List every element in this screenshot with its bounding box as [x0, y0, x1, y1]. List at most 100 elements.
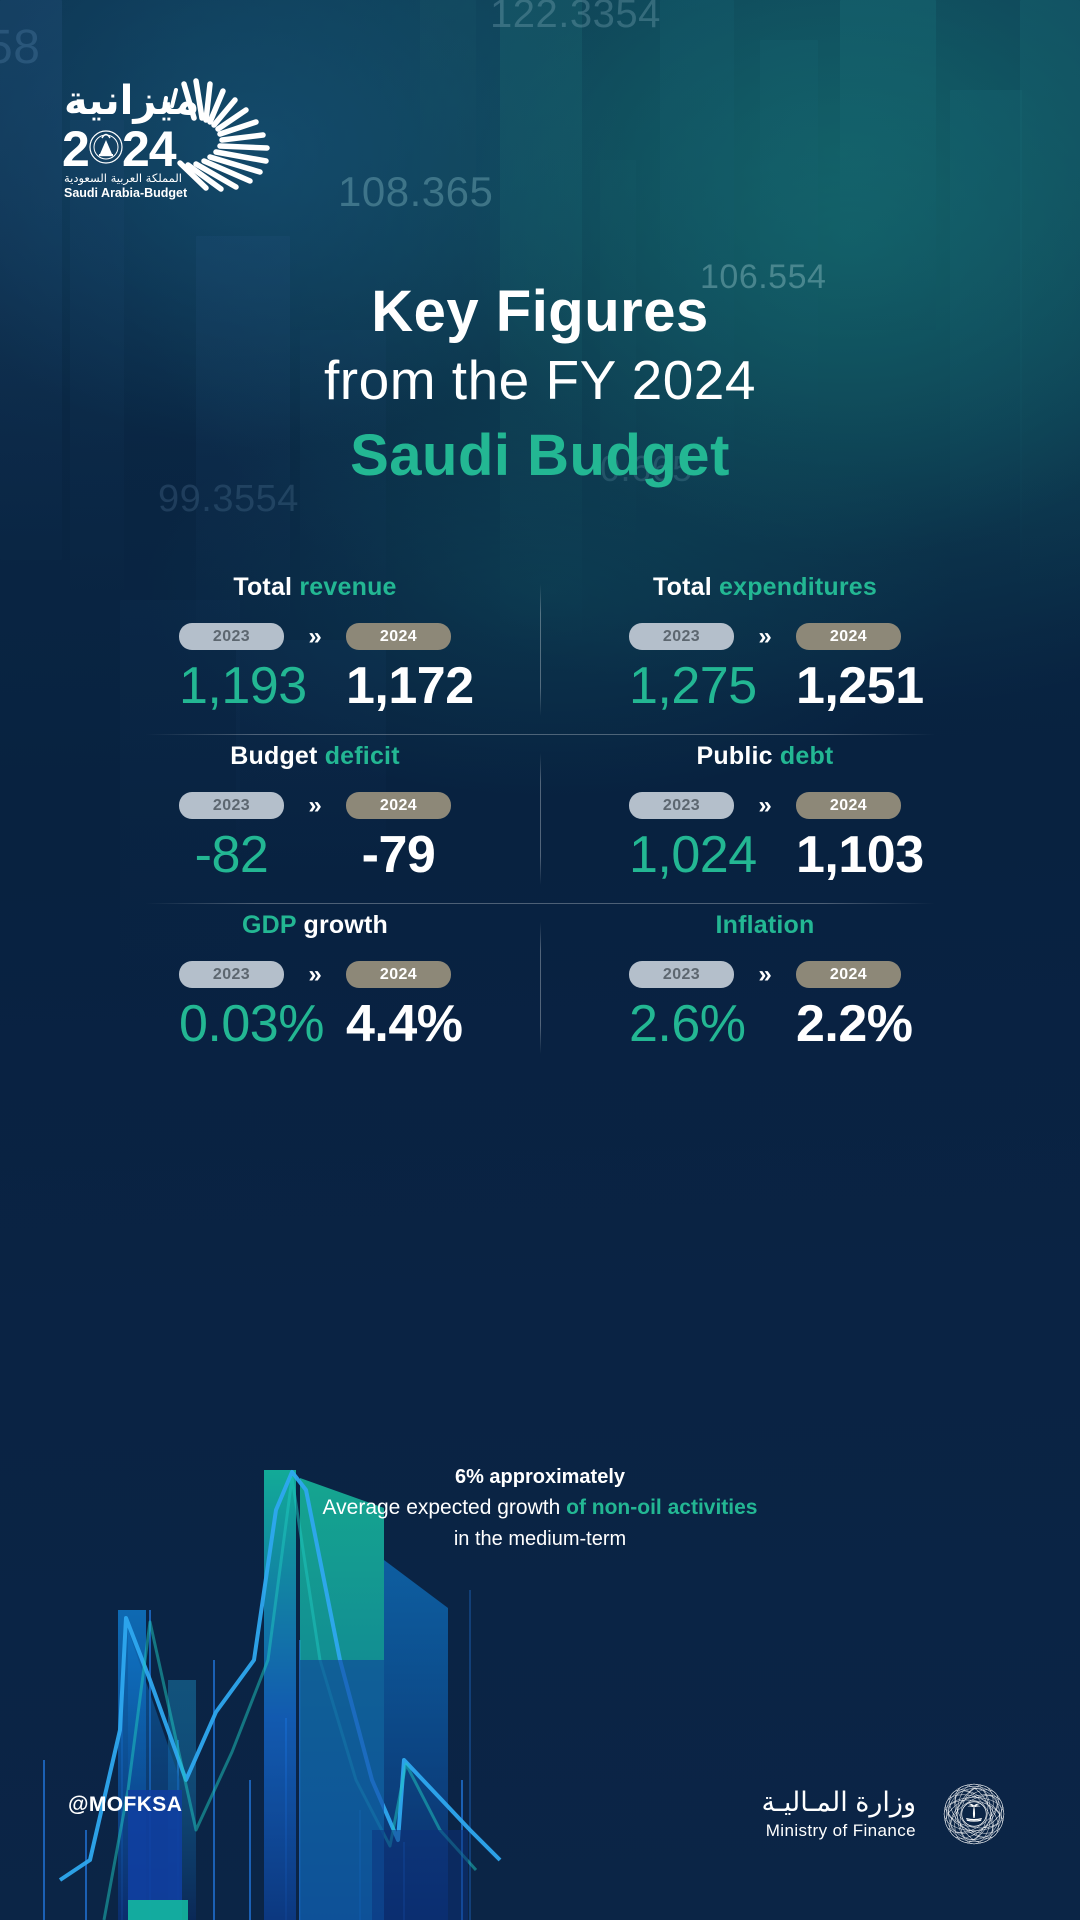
ministry-logo-text: وزارة المـاليـة Ministry of Finance [762, 1785, 917, 1843]
metric-title-highlight: deficit [324, 742, 400, 770]
svg-text:المملكة العربية السعودية: المملكة العربية السعودية [64, 171, 182, 186]
year-pill-current: 2024 [796, 792, 901, 819]
metric-value-previous: -82 [194, 826, 269, 884]
saudi-emblem-icon [966, 1803, 982, 1822]
metric-value-current: 4.4% [346, 995, 463, 1053]
metric-value-current: 1,251 [796, 657, 924, 715]
metric-year-pills: 2023 » 2024 [90, 623, 540, 650]
year-pill-current: 2024 [346, 961, 451, 988]
metric-value-current: -79 [361, 826, 436, 884]
saudi-budget-2024-logo: ميزانية 2 24 [60, 62, 290, 202]
year-pill-previous: 2023 [629, 623, 734, 650]
metric-title-highlight: GDP [242, 911, 297, 939]
metric-year-pills: 2023 » 2024 [540, 792, 990, 819]
metric-year-pills: 2023 » 2024 [90, 792, 540, 819]
metric-year-pills: 2023 » 2024 [540, 623, 990, 650]
decorative-bottom-chart [43, 1470, 502, 1920]
column-divider [540, 922, 541, 1054]
year-pill-current: 2024 [796, 623, 901, 650]
metric-title: Total expenditures [540, 566, 990, 608]
metric-value-previous: 1,024 [629, 826, 757, 884]
metric-card: Total revenue 2023 » 2024 1,193 1,172 [90, 566, 540, 734]
chevron-right-icon: » [758, 623, 772, 650]
row-divider [145, 903, 935, 904]
chevron-right-icon: » [758, 961, 772, 988]
metrics-grid: Total revenue 2023 » 2024 1,193 1,172 Total ex… [90, 566, 990, 1072]
note-line-3: in the medium-term [453, 1528, 627, 1550]
svg-text:ميزانية: ميزانية [64, 78, 199, 124]
metric-values: 0.03% 4.4% [90, 992, 540, 1056]
svg-text:Saudi Arabia-Budget: Saudi Arabia-Budget [64, 186, 188, 200]
title-line-1: Key Figures [371, 279, 709, 344]
metrics-row: GDP growth 2023 » 2024 0.03% 4.4% Inflation 202… [90, 904, 990, 1072]
background-ghost-number: 99.3554 [158, 478, 299, 520]
metric-values: 2.6% 2.2% [540, 992, 990, 1056]
ministry-emblem-icon [943, 1783, 1005, 1845]
year-pill-previous: 2023 [629, 792, 734, 819]
metric-values: 1,193 1,172 [90, 654, 540, 718]
metric-title: GDP growth [90, 904, 540, 946]
chevron-right-icon: » [758, 792, 772, 819]
background-ghost-number: 0.665 [600, 448, 693, 489]
metric-title-highlight: Inflation [715, 911, 815, 939]
year-pill-previous: 2023 [179, 623, 284, 650]
chevron-right-icon: » [308, 623, 322, 650]
year-pill-current: 2024 [346, 623, 451, 650]
metrics-row: Total revenue 2023 » 2024 1,193 1,172 Total ex… [90, 566, 990, 734]
page-title: Key Figures from the FY 2024 Saudi Budge… [0, 278, 1080, 493]
note-line-1: 6% approximately [454, 1466, 626, 1488]
svg-text:24: 24 [122, 121, 177, 177]
metric-title: Total revenue [90, 566, 540, 608]
metric-title-highlight: debt [779, 742, 834, 770]
metric-title-plain: Total [652, 573, 719, 601]
metric-title: Public debt [540, 735, 990, 777]
background-glow-top-right [440, 0, 1080, 580]
metric-title-plain: Budget [230, 742, 325, 770]
column-divider [540, 753, 541, 885]
metric-card: Budget deficit 2023 » 2024 -82 -79 [90, 735, 540, 903]
metric-value-previous: 2.6% [629, 995, 746, 1053]
year-pill-current: 2024 [796, 961, 901, 988]
metric-value-previous: 0.03% [179, 995, 324, 1053]
metric-values: 1,275 1,251 [540, 654, 990, 718]
metric-value-current: 2.2% [796, 995, 913, 1053]
social-handle[interactable]: @MOFKSA [68, 1793, 183, 1816]
metric-values: -82 -79 [90, 823, 540, 887]
metric-value-previous: 1,193 [179, 657, 307, 715]
metric-title: Inflation [540, 904, 990, 946]
chevron-right-icon: » [308, 792, 322, 819]
background-ghost-number: 122.3354 [490, 0, 661, 36]
metric-title-plain: Total [233, 573, 300, 601]
row-divider [145, 734, 935, 735]
metric-title: Budget deficit [90, 735, 540, 777]
column-divider [540, 584, 541, 716]
metric-title-highlight: revenue [299, 573, 397, 601]
svg-text:2: 2 [62, 121, 89, 177]
chevron-right-icon: » [308, 961, 322, 988]
background-glow-middle [140, 380, 960, 800]
ministry-of-finance-logo: وزارة المـاليـة Ministry of Finance [762, 1770, 1019, 1858]
metric-card: Total expenditures 2023 » 2024 1,275 1,251 [540, 566, 990, 734]
note-line-2: Average expected growth of non-oil activ… [0, 1492, 1080, 1524]
metrics-row: Budget deficit 2023 » 2024 -82 -79 Public debt… [90, 735, 990, 903]
year-pill-previous: 2023 [179, 961, 284, 988]
background-ghost-number: 106.554 [700, 258, 827, 296]
metric-value-current: 1,172 [346, 657, 474, 715]
metric-card: GDP growth 2023 » 2024 0.03% 4.4% [90, 904, 540, 1072]
metric-title-plain: growth [296, 911, 388, 939]
metric-year-pills: 2023 » 2024 [90, 961, 540, 988]
ministry-name-arabic: وزارة المـاليـة [761, 1787, 916, 1817]
metric-title-highlight: expenditures [719, 573, 878, 601]
metric-card: Public debt 2023 » 2024 1,024 1,103 [540, 735, 990, 903]
metric-value-previous: 1,275 [629, 657, 757, 715]
metric-values: 1,024 1,103 [540, 823, 990, 887]
metric-value-current: 1,103 [796, 826, 924, 884]
metric-card: Inflation 2023 » 2024 2.6% 2.2% [540, 904, 990, 1072]
background-ghost-number: 108.365 [338, 168, 494, 215]
year-pill-current: 2024 [346, 792, 451, 819]
metric-title-plain: Public [696, 742, 780, 770]
year-pill-previous: 2023 [629, 961, 734, 988]
ministry-name-english: Ministry of Finance [765, 1821, 916, 1840]
